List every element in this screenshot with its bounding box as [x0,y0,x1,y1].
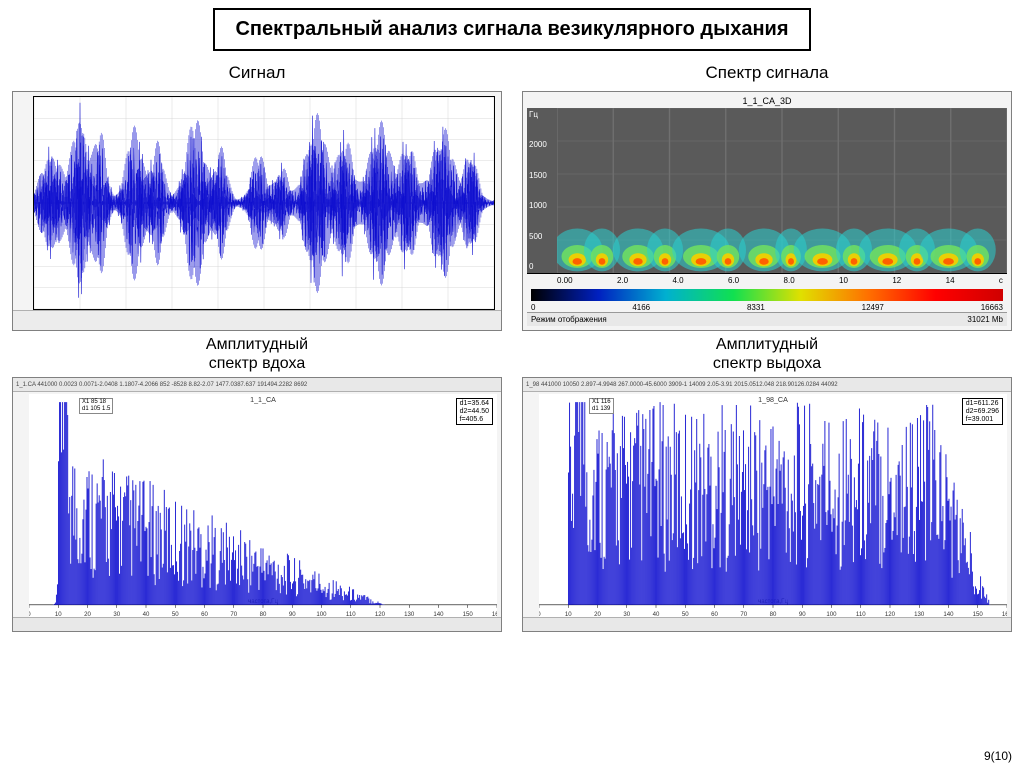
exhale-header: 1_98 441000 10050 2.897-4.9948 267.0000-… [523,378,1011,392]
svg-text:1_98_CA: 1_98_CA [758,396,788,404]
svg-text:20: 20 [594,611,601,617]
svg-text:110: 110 [856,611,866,617]
inhale-title-l2: спектр вдоха [209,355,306,372]
svg-text:80: 80 [770,611,777,617]
svg-text:150: 150 [463,611,474,617]
svg-text:100: 100 [826,611,837,617]
svg-text:20: 20 [84,611,91,617]
svg-text:130: 130 [404,611,415,617]
exhale-svg: 0 10 20 30 40 50 60 70 80 90 100 110 120 130 140 150 160… [539,394,1007,617]
svg-text:80: 80 [260,611,267,617]
svg-text:120: 120 [885,611,896,617]
waveform-plot-area [33,96,495,310]
svg-text:140: 140 [943,611,954,617]
waveform-panel [12,91,502,331]
svg-text:120: 120 [375,611,386,617]
svg-text:50: 50 [682,611,689,617]
inhale-info-box: d1=35.64d2=44.50f=405.6 [456,398,493,425]
inhale-cursor-box: X1 85 18d1 105 1.5 [79,398,113,413]
spectrogram-panel: 1_1_CA_3D Гц2000150010005000 0.002.04.06… [522,91,1012,331]
svg-text:40: 40 [143,611,150,617]
svg-text:30: 30 [113,611,120,617]
page-number: 9(10) [984,749,1012,763]
svg-text:10: 10 [55,611,62,617]
inhale-plot-area: 0 10 20 30 40 50 60 70 80 90 100 110 120 130 140 150 160… [29,394,497,617]
page-title: Спектральный анализ сигнала везикулярног… [213,8,810,51]
exhale-title-l2: спектр выдоха [713,355,821,372]
exhale-plot-area: 0 10 20 30 40 50 60 70 80 90 100 110 120 130 140 150 160… [539,394,1007,617]
spectrogram-colorbar [531,289,1003,301]
spectrogram-plot-area: Гц2000150010005000 [527,108,1007,274]
spectrogram-colorbar-ticks: 0416683311249716663 [527,303,1007,312]
signal-column-title: Сигнал [12,63,502,83]
spectrogram-y-ticks: Гц2000150010005000 [529,108,555,273]
spectrogram-status-left: Режим отображения [531,315,607,324]
svg-text:10: 10 [565,611,572,617]
inhale-svg: 0 10 20 30 40 50 60 70 80 90 100 110 120 130 140 150 160… [29,394,497,617]
svg-text:60: 60 [201,611,208,617]
svg-text:1_1_CA: 1_1_CA [250,396,276,404]
inhale-header: 1_1.CA 441000 0.0023 0.0071-2.0408 1.180… [13,378,501,392]
exhale-info-box: d1=611.26d2=69.296f=39.001 [962,398,1003,425]
svg-text:60: 60 [711,611,718,617]
svg-text:100: 100 [316,611,327,617]
svg-text:160: 160 [492,611,497,617]
spectrogram-column-title: Спектр сигнала [522,63,1012,83]
spectrogram-plot-title: 1_1_CA_3D [527,96,1007,106]
inhale-footer [13,617,501,631]
svg-text:70: 70 [230,611,237,617]
chart-grid: Сигнал Спектр сигнала 1_1_CA_3D Гц200015… [12,63,1012,632]
svg-text:140: 140 [433,611,444,617]
spectrogram-x-ticks: 0.002.04.06.08.0101214с [527,274,1007,287]
inhale-spectrum-title: Амплитудный спектр вдоха [12,335,502,373]
waveform-svg [34,97,494,309]
inhale-spectrum-panel: 1_1.CA 441000 0.0023 0.0071-2.0408 1.180… [12,377,502,632]
exhale-spectrum-title: Амплитудный спектр выдоха [522,335,1012,373]
svg-text:110: 110 [346,611,356,617]
inhale-title-l1: Амплитудный [206,336,308,353]
exhale-footer [523,617,1011,631]
svg-text:90: 90 [799,611,806,617]
spectrogram-status-right: 31021 Mb [967,315,1003,324]
svg-text:70: 70 [740,611,747,617]
exhale-title-l1: Амплитудный [716,336,818,353]
exhale-spectrum-panel: 1_98 441000 10050 2.897-4.9948 267.0000-… [522,377,1012,632]
svg-text:150: 150 [973,611,984,617]
svg-text:0: 0 [29,611,31,617]
svg-text:40: 40 [653,611,660,617]
svg-text:130: 130 [914,611,925,617]
svg-text:90: 90 [289,611,296,617]
svg-text:50: 50 [172,611,179,617]
svg-text:160: 160 [1002,611,1007,617]
svg-text:0: 0 [539,611,541,617]
waveform-footer [13,310,501,330]
exhale-cursor-box: X1 116d1 139 [589,398,614,413]
svg-text:30: 30 [623,611,630,617]
spectrogram-status-bar: Режим отображения 31021 Mb [527,312,1007,326]
